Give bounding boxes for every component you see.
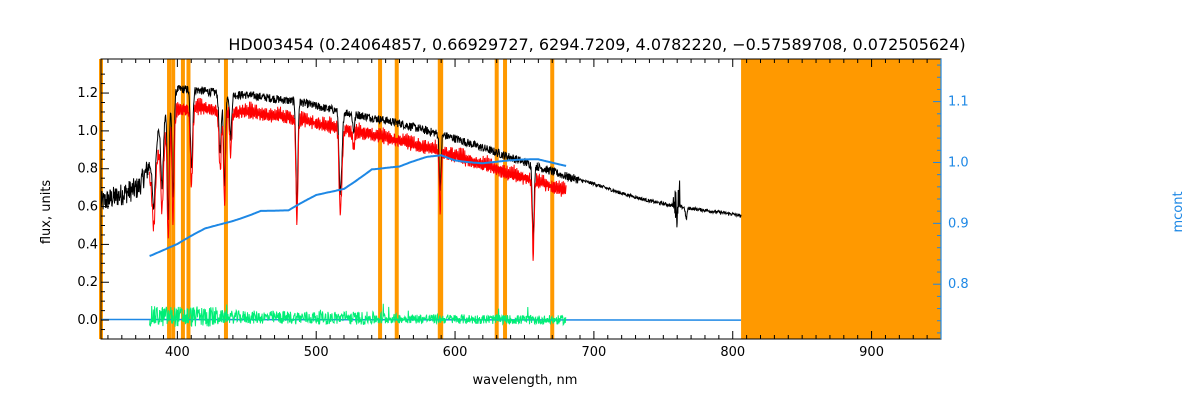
- masked-line-3: [180, 59, 185, 339]
- x-tick-label-5: 900: [859, 345, 884, 360]
- observed-spectrum-line: [100, 85, 742, 244]
- masked-line-5: [223, 59, 228, 339]
- masked-line-12: [550, 59, 555, 339]
- y-tick-label-1: 0.2: [77, 275, 98, 290]
- masked-line-6: [378, 59, 383, 339]
- y2-tick-label-2: 1.0: [948, 155, 969, 170]
- x-tick-label-4: 800: [720, 345, 745, 360]
- masked-line-9: [439, 59, 444, 339]
- y2-tick-label-1: 0.9: [948, 216, 969, 231]
- y-tick-label-6: 1.2: [77, 86, 98, 101]
- y-tick-label-4: 0.8: [77, 162, 98, 177]
- masked-line-7: [394, 59, 399, 339]
- masked-line-10: [494, 59, 499, 339]
- chart-title: HD003454 (0.24064857, 0.66929727, 6294.7…: [228, 35, 965, 54]
- y2-tick-label-3: 1.1: [948, 95, 969, 110]
- x-tick-label-3: 700: [581, 345, 606, 360]
- masked-line-11: [503, 59, 508, 339]
- plot-area: [99, 59, 941, 339]
- y2-tick-label-0: 0.8: [948, 277, 969, 292]
- x-axis-label: wavelength, nm: [473, 373, 578, 388]
- x-tick-label-2: 600: [443, 345, 468, 360]
- y-tick-label-2: 0.4: [77, 237, 98, 252]
- x-tick-label-0: 400: [165, 345, 190, 360]
- y2-axis-label: mcont: [1171, 191, 1186, 232]
- x-tick-label-1: 500: [304, 345, 329, 360]
- masked-region: [741, 59, 941, 339]
- y-axis-label: flux, units: [39, 180, 54, 245]
- y-tick-label-5: 1.0: [77, 124, 98, 139]
- model-spectrum-line: [149, 97, 567, 261]
- y-tick-label-0: 0.0: [77, 313, 98, 328]
- masked-line-4: [186, 59, 191, 339]
- residual-line: [149, 303, 567, 327]
- continuum-line: [149, 154, 567, 257]
- y-tick-label-3: 0.6: [77, 200, 98, 215]
